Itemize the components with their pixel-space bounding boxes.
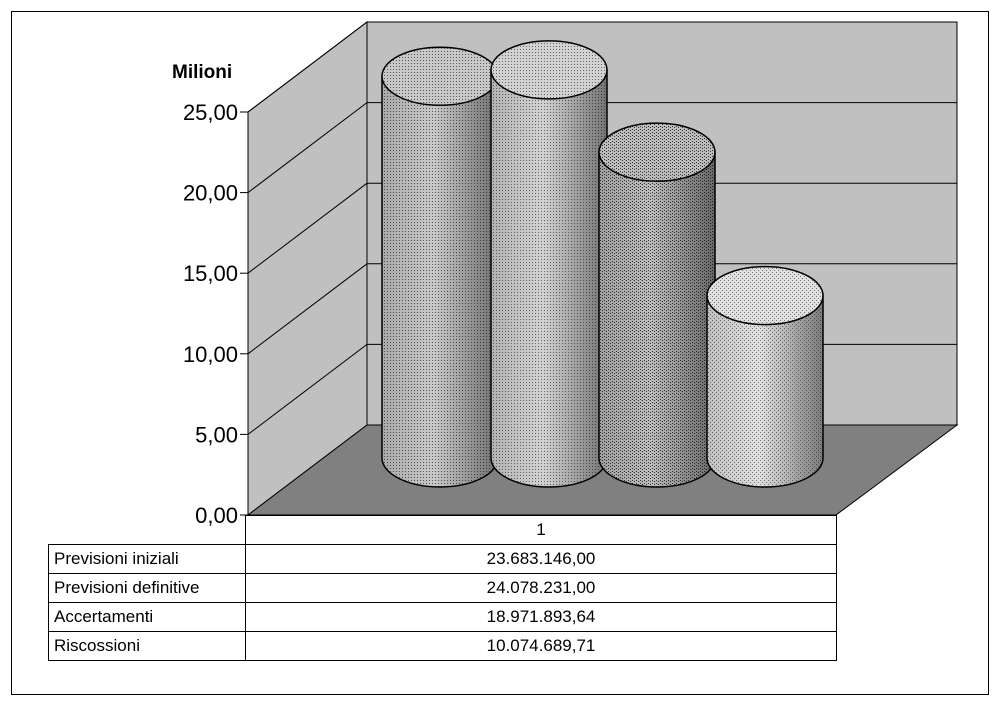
y-tick-label: 25,00 [183, 100, 238, 125]
series-name: Previsioni definitive [48, 573, 246, 603]
gridline-side [247, 182, 368, 274]
data-table-corner [48, 515, 246, 545]
bar-top [490, 40, 608, 100]
category-label: 1 [245, 515, 837, 545]
bar-top [706, 265, 824, 326]
series-value: 10.074.689,71 [245, 631, 837, 661]
bar-top [598, 122, 716, 182]
bar-4 [706, 265, 824, 488]
data-table: 1 Previsioni iniziali 23.683.146,00 Prev… [48, 515, 837, 661]
y-tick-label: 5,00 [195, 422, 238, 447]
y-tick-label: 15,00 [183, 261, 238, 286]
series-value: 23.683.146,00 [245, 544, 837, 574]
bar-2 [490, 40, 608, 488]
y-tick-label: 20,00 [183, 181, 238, 206]
gridline-side [247, 263, 368, 355]
y-axis-label: Milioni [172, 62, 233, 83]
gridline-side [247, 344, 368, 435]
data-table-row: Riscossioni 10.074.689,71 [48, 631, 837, 661]
series-name: Riscossioni [48, 631, 246, 661]
y-tick-label: 10,00 [183, 342, 238, 367]
gridline-side [247, 102, 368, 193]
data-table-header-row: 1 [48, 515, 837, 545]
series-value: 18.971.893,64 [245, 602, 837, 632]
data-table-row: Previsioni iniziali 23.683.146,00 [48, 544, 837, 574]
bar-1 [381, 46, 499, 488]
series-name: Accertamenti [48, 602, 246, 632]
gridline-side [247, 21, 368, 113]
data-table-row: Previsioni definitive 24.078.231,00 [48, 573, 837, 603]
bar-outline [381, 75, 499, 488]
bar-top [381, 46, 499, 106]
data-table-row: Accertamenti 18.971.893,64 [48, 602, 837, 632]
series-name: Previsioni iniziali [48, 544, 246, 574]
bar-3 [598, 122, 716, 488]
bar-outline [706, 294, 824, 488]
series-value: 24.078.231,00 [245, 573, 837, 603]
bar-outline [598, 151, 716, 488]
bar-outline [490, 69, 608, 488]
